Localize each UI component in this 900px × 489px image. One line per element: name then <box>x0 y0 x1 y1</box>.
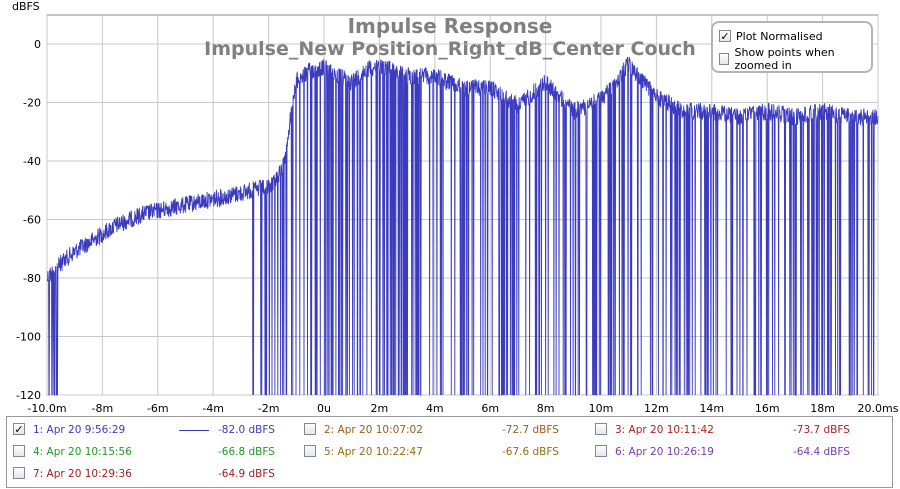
x-tick-label: -8m <box>92 402 114 415</box>
show-points-toggle[interactable]: Show points when zoomed in <box>719 46 871 72</box>
x-tick-label: 14m <box>699 402 724 415</box>
chart-subtitle: Impulse_New Position_Right_dB_Center Cou… <box>204 38 696 60</box>
legend-item-1[interactable]: ✓ 1: Apr 20 9:56:29 -82.0 dBFS <box>13 420 283 440</box>
legend-checkbox-7[interactable] <box>13 467 25 479</box>
legend-item-4[interactable]: 4: Apr 20 10:15:56 -66.8 dBFS <box>13 442 283 462</box>
chart-title: Impulse Response <box>348 14 553 38</box>
legend-value-5: -67.6 dBFS <box>502 446 559 458</box>
legend-value-2: -72.7 dBFS <box>502 424 559 436</box>
legend-label-2: 2: Apr 20 10:07:02 <box>324 424 423 436</box>
show-points-label: Show points when zoomed in <box>734 46 835 72</box>
legend-label-3: 3: Apr 20 10:11:42 <box>615 424 714 436</box>
legend-label-6: 6: Apr 20 10:26:19 <box>615 446 714 458</box>
x-tick-label: 12m <box>644 402 669 415</box>
x-tick-label: 16m <box>755 402 780 415</box>
legend-item-3[interactable]: 3: Apr 20 10:11:42 -73.7 dBFS <box>595 420 865 440</box>
legend-checkbox-5[interactable] <box>304 445 316 457</box>
legend-swatch-1 <box>179 430 209 431</box>
y-tick-label: -80 <box>23 272 41 285</box>
legend-checkbox-4[interactable] <box>13 445 25 457</box>
x-tick-label: -6m <box>147 402 169 415</box>
plot-normalised-checkbox[interactable]: ✓ <box>719 29 731 43</box>
y-tick-label: -100 <box>16 331 41 344</box>
legend-value-7: -64.9 dBFS <box>218 468 275 480</box>
legend-checkbox-3[interactable] <box>595 423 607 435</box>
legend-value-1: -82.0 dBFS <box>218 424 275 436</box>
x-tick-label: -10.0m <box>27 402 66 415</box>
x-tick-label: 6m <box>481 402 499 415</box>
legend-item-5[interactable]: 5: Apr 20 10:22:47 -67.6 dBFS <box>304 442 574 462</box>
y-tick-label: -120 <box>16 389 41 402</box>
legend-label-7: 7: Apr 20 10:29:36 <box>33 468 132 480</box>
plot-normalised-toggle[interactable]: ✓ Plot Normalised <box>719 27 823 45</box>
y-tick-label: -20 <box>23 97 41 110</box>
x-tick-label: 10m <box>589 402 614 415</box>
legend-label-5: 5: Apr 20 10:22:47 <box>324 446 423 458</box>
legend-checkbox-1[interactable]: ✓ <box>13 422 25 436</box>
impulse-trace <box>46 56 879 396</box>
plot-options-panel: ✓ Plot Normalised Show points when zoome… <box>711 21 873 73</box>
x-tick-label: -2m <box>258 402 280 415</box>
x-tick-label: 8m <box>537 402 555 415</box>
y-tick-label: 0 <box>34 38 41 51</box>
x-tick-label: -4m <box>202 402 224 415</box>
y-axis-label: dBFS <box>12 0 40 13</box>
legend-label-1: 1: Apr 20 9:56:29 <box>33 424 126 436</box>
x-tick-label: 20.0ms <box>858 402 899 415</box>
legend-label-4: 4: Apr 20 10:15:56 <box>33 446 132 458</box>
legend-checkbox-2[interactable] <box>304 423 316 435</box>
measurement-legend: ✓ 1: Apr 20 9:56:29 -82.0 dBFS 2: Apr 20… <box>6 416 893 488</box>
y-tick-label: -60 <box>23 214 41 227</box>
x-tick-label: 4m <box>426 402 444 415</box>
x-tick-label: 18m <box>810 402 835 415</box>
legend-value-4: -66.8 dBFS <box>218 446 275 458</box>
x-tick-label: 0u <box>317 402 331 415</box>
legend-item-2[interactable]: 2: Apr 20 10:07:02 -72.7 dBFS <box>304 420 574 440</box>
y-tick-label: -40 <box>23 155 41 168</box>
legend-value-3: -73.7 dBFS <box>793 424 850 436</box>
plot-normalised-label: Plot Normalised <box>736 29 823 43</box>
legend-value-6: -64.4 dBFS <box>793 446 850 458</box>
x-tick-label: 2m <box>371 402 389 415</box>
legend-item-6[interactable]: 6: Apr 20 10:26:19 -64.4 dBFS <box>595 442 865 462</box>
legend-checkbox-6[interactable] <box>595 445 607 457</box>
legend-item-7[interactable]: 7: Apr 20 10:29:36 -64.9 dBFS <box>13 464 283 484</box>
show-points-checkbox[interactable] <box>719 53 730 65</box>
